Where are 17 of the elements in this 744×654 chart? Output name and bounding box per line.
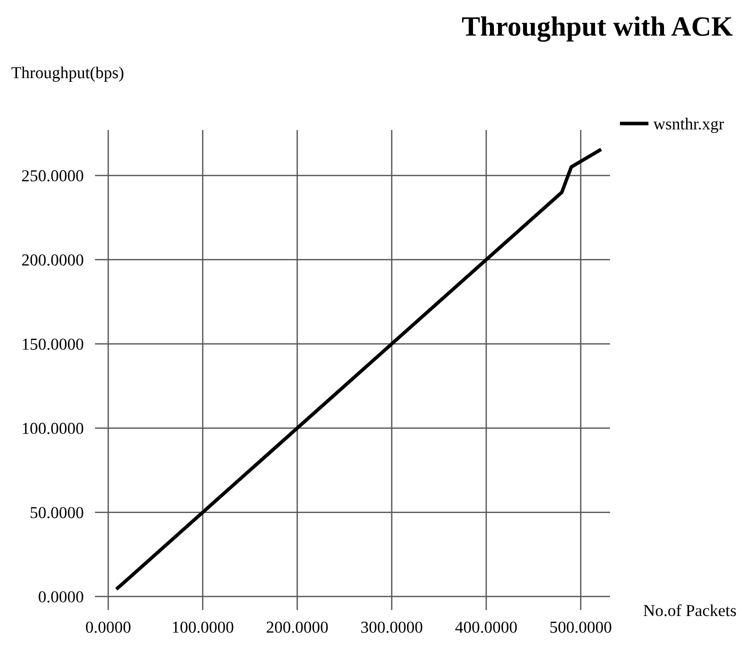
y-tick-label: 200.0000 — [22, 254, 84, 266]
y-tick-label: 100.0000 — [22, 422, 84, 434]
x-tick-label: 0.0000 — [86, 622, 131, 633]
x-tick-label: 400.0000 — [455, 622, 517, 633]
y-tick-label: 250.0000 — [22, 170, 84, 182]
y-tick-label: 50.0000 — [30, 507, 84, 518]
x-tick-label: 200.0000 — [266, 622, 328, 633]
x-tick-label: 500.0000 — [550, 622, 612, 633]
y-tick-label: 150.0000 — [22, 338, 84, 350]
line-series — [116, 148, 602, 590]
x-axis-title: No.of Packets — [644, 604, 736, 616]
x-tick-label: 300.0000 — [361, 622, 422, 633]
chart-title: Throughput with ACK — [462, 16, 733, 42]
x-tick-label: 100.0000 — [172, 622, 234, 633]
legend-label: wsnthr.xgr — [653, 118, 724, 133]
y-axis-title: Throughput(bps) — [11, 66, 124, 82]
y-tick-label: 0.0000 — [38, 591, 84, 603]
